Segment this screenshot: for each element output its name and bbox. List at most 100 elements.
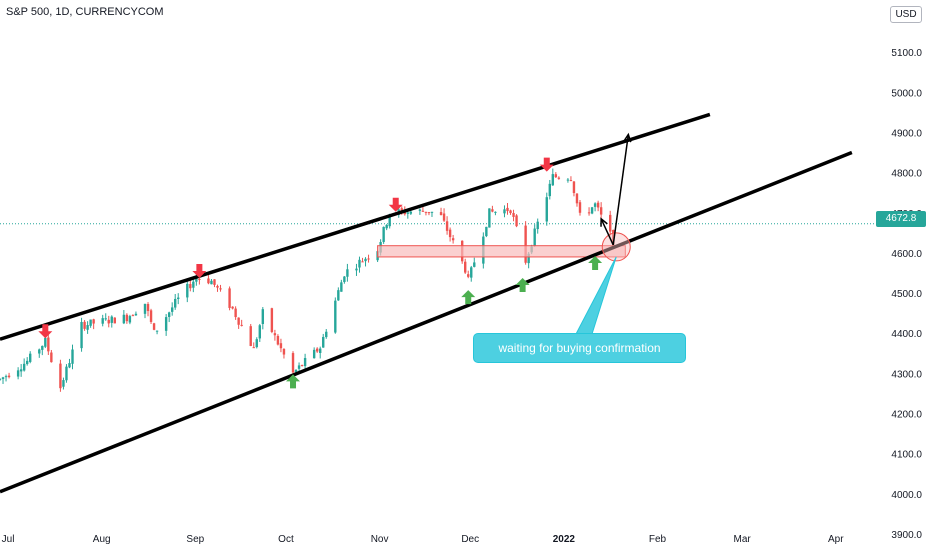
candle-body bbox=[22, 363, 26, 371]
x-tick-label: 2022 bbox=[553, 534, 576, 545]
y-tick-label: 4000.0 bbox=[891, 490, 922, 501]
candle-body bbox=[174, 298, 177, 308]
candle-body bbox=[0, 378, 2, 380]
candle-body bbox=[198, 278, 201, 280]
candle-body bbox=[276, 335, 280, 345]
candle-body bbox=[86, 325, 89, 330]
candle-body bbox=[596, 202, 600, 208]
candle-body bbox=[261, 309, 265, 325]
candle-body bbox=[488, 208, 491, 228]
candle-body bbox=[445, 221, 449, 231]
candle-body bbox=[231, 306, 234, 309]
candle-body bbox=[364, 258, 367, 262]
candle-body bbox=[282, 348, 286, 355]
candle-body bbox=[609, 214, 612, 232]
candle-body bbox=[303, 358, 307, 367]
candle-body bbox=[234, 308, 237, 318]
candle-body bbox=[524, 225, 527, 263]
y-tick-label: 4500.0 bbox=[891, 289, 922, 300]
candle-body bbox=[575, 193, 579, 204]
candle-body bbox=[71, 349, 74, 364]
candle-body bbox=[566, 179, 570, 181]
support-zone[interactable] bbox=[377, 245, 626, 258]
candle-body bbox=[237, 317, 240, 325]
sell-arrow-icon bbox=[38, 324, 53, 339]
channel-line-upper[interactable] bbox=[0, 112, 711, 341]
candle-body bbox=[421, 210, 425, 212]
candle-body bbox=[557, 177, 561, 179]
candle-body bbox=[59, 363, 62, 389]
candle-body bbox=[578, 202, 582, 213]
candle-body bbox=[41, 345, 44, 350]
candle-body bbox=[515, 215, 518, 227]
candle-body bbox=[125, 314, 129, 322]
candle-body bbox=[210, 280, 213, 285]
candle-body bbox=[346, 269, 349, 277]
candle-body bbox=[464, 261, 467, 273]
candle-body bbox=[569, 180, 573, 182]
projection-arrow[interactable] bbox=[600, 218, 614, 246]
candle-body bbox=[228, 288, 231, 308]
annotation-callout[interactable]: waiting for buying confirmation bbox=[473, 333, 686, 363]
candle-body bbox=[367, 258, 370, 260]
y-tick-label: 5000.0 bbox=[891, 88, 922, 99]
candle-body bbox=[113, 317, 116, 324]
candle-body bbox=[485, 226, 488, 237]
candle-body bbox=[19, 369, 23, 372]
x-tick-label: Apr bbox=[828, 534, 844, 545]
buy-arrow-icon bbox=[515, 278, 530, 293]
candle-body bbox=[527, 253, 530, 264]
candle-body bbox=[207, 278, 210, 284]
x-tick-label: Feb bbox=[649, 534, 667, 545]
candle-body bbox=[467, 274, 470, 277]
x-tick-label: Dec bbox=[461, 534, 479, 545]
candle-body bbox=[451, 238, 455, 241]
candle-body bbox=[319, 348, 322, 353]
candle-body bbox=[25, 360, 29, 365]
candle-body bbox=[149, 310, 153, 322]
candle-body bbox=[340, 282, 343, 292]
currency-selector[interactable]: USD bbox=[890, 6, 922, 23]
candle-body bbox=[593, 203, 597, 207]
candle-body bbox=[418, 209, 422, 211]
candle-body bbox=[470, 267, 473, 278]
candle-body bbox=[337, 290, 340, 301]
x-tick-label: Oct bbox=[278, 534, 294, 545]
symbol-title: S&P 500, 1D, CURRENCYCOM bbox=[6, 6, 164, 18]
candle-body bbox=[297, 365, 301, 369]
candle-body bbox=[186, 283, 189, 298]
y-tick-label: 4400.0 bbox=[891, 329, 922, 340]
candle-body bbox=[189, 284, 192, 289]
candle-body bbox=[554, 174, 558, 178]
candle-body bbox=[382, 226, 385, 242]
candle-body bbox=[442, 213, 446, 221]
candle-body bbox=[110, 316, 113, 323]
current-price-label: 4672.8 bbox=[876, 211, 926, 227]
candle-body bbox=[439, 212, 443, 216]
candle-body bbox=[506, 207, 509, 212]
candle-body bbox=[7, 375, 11, 378]
candle-body bbox=[47, 337, 50, 352]
sell-arrow-icon bbox=[388, 197, 403, 212]
projection-arrow[interactable] bbox=[612, 134, 630, 245]
candle-body bbox=[572, 181, 576, 194]
candle-body bbox=[473, 262, 476, 267]
candle-body bbox=[279, 343, 283, 349]
y-tick-label: 4200.0 bbox=[891, 410, 922, 421]
channel-line-lower[interactable] bbox=[0, 150, 853, 494]
candle-body bbox=[255, 339, 258, 348]
candle-body bbox=[16, 370, 20, 377]
candle-body bbox=[62, 380, 65, 387]
candle-body bbox=[300, 365, 304, 367]
target-circle[interactable] bbox=[601, 232, 631, 262]
y-tick-label: 4800.0 bbox=[891, 169, 922, 180]
candle-body bbox=[512, 213, 515, 217]
candle-body bbox=[315, 348, 319, 352]
candle-body bbox=[343, 276, 346, 283]
candle-body bbox=[548, 183, 551, 197]
y-tick-label: 5100.0 bbox=[891, 48, 922, 59]
candle-body bbox=[612, 230, 615, 246]
candle-body bbox=[322, 336, 325, 348]
candle-body bbox=[388, 214, 391, 227]
